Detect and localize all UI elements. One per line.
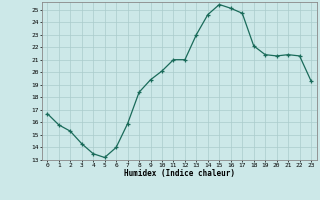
X-axis label: Humidex (Indice chaleur): Humidex (Indice chaleur) [124, 169, 235, 178]
